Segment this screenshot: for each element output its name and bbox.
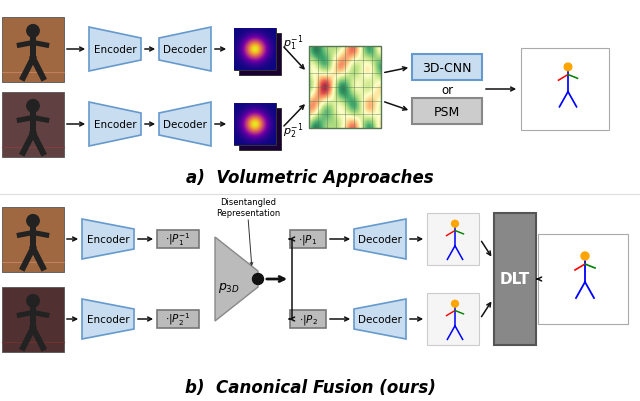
Text: Encoder: Encoder bbox=[93, 120, 136, 130]
Text: PSM: PSM bbox=[434, 105, 460, 118]
FancyBboxPatch shape bbox=[290, 231, 326, 248]
Circle shape bbox=[27, 295, 39, 307]
FancyBboxPatch shape bbox=[2, 18, 64, 82]
Text: 3D-CNN: 3D-CNN bbox=[422, 61, 472, 74]
Circle shape bbox=[27, 26, 39, 38]
FancyBboxPatch shape bbox=[157, 310, 199, 328]
Text: or: or bbox=[441, 83, 453, 96]
Circle shape bbox=[452, 301, 458, 307]
Text: Disentangled
Representation: Disentangled Representation bbox=[216, 198, 280, 217]
FancyBboxPatch shape bbox=[157, 231, 199, 248]
Text: Decoder: Decoder bbox=[163, 45, 207, 55]
Circle shape bbox=[27, 215, 39, 227]
FancyBboxPatch shape bbox=[239, 109, 281, 151]
FancyBboxPatch shape bbox=[234, 104, 276, 146]
Polygon shape bbox=[82, 299, 134, 339]
Circle shape bbox=[253, 274, 264, 285]
FancyBboxPatch shape bbox=[427, 213, 479, 265]
Text: $p_{3D}$: $p_{3D}$ bbox=[218, 280, 240, 294]
Text: b)  Canonical Fusion (ours): b) Canonical Fusion (ours) bbox=[184, 378, 435, 396]
FancyBboxPatch shape bbox=[2, 92, 64, 157]
Text: $p_1^{-1}$: $p_1^{-1}$ bbox=[283, 33, 303, 53]
FancyBboxPatch shape bbox=[234, 29, 276, 71]
Polygon shape bbox=[159, 103, 211, 147]
FancyBboxPatch shape bbox=[412, 55, 482, 81]
Polygon shape bbox=[354, 299, 406, 339]
Circle shape bbox=[564, 64, 572, 71]
Circle shape bbox=[452, 221, 458, 227]
Polygon shape bbox=[159, 28, 211, 72]
Text: $\cdot|P_2$: $\cdot|P_2$ bbox=[298, 312, 317, 326]
FancyBboxPatch shape bbox=[494, 213, 536, 345]
Text: a)  Volumetric Approaches: a) Volumetric Approaches bbox=[186, 168, 434, 186]
Text: $\cdot|P_2^{-1}$: $\cdot|P_2^{-1}$ bbox=[165, 311, 191, 328]
Text: Encoder: Encoder bbox=[86, 314, 129, 324]
Polygon shape bbox=[82, 219, 134, 259]
Circle shape bbox=[581, 252, 589, 260]
Text: Decoder: Decoder bbox=[358, 314, 402, 324]
Polygon shape bbox=[215, 237, 258, 321]
FancyBboxPatch shape bbox=[521, 49, 609, 131]
FancyBboxPatch shape bbox=[538, 235, 628, 324]
Text: Encoder: Encoder bbox=[93, 45, 136, 55]
Text: $\cdot|P_1^{-1}$: $\cdot|P_1^{-1}$ bbox=[165, 231, 191, 248]
Text: $p_2^{-1}$: $p_2^{-1}$ bbox=[283, 121, 303, 140]
FancyBboxPatch shape bbox=[290, 310, 326, 328]
FancyBboxPatch shape bbox=[2, 287, 64, 352]
Polygon shape bbox=[89, 103, 141, 147]
FancyBboxPatch shape bbox=[239, 34, 281, 76]
FancyBboxPatch shape bbox=[2, 207, 64, 272]
Text: Encoder: Encoder bbox=[86, 235, 129, 244]
Polygon shape bbox=[89, 28, 141, 72]
FancyBboxPatch shape bbox=[412, 99, 482, 125]
Text: Decoder: Decoder bbox=[358, 235, 402, 244]
Circle shape bbox=[27, 100, 39, 113]
Text: Decoder: Decoder bbox=[163, 120, 207, 130]
Text: DLT: DLT bbox=[500, 272, 530, 287]
FancyBboxPatch shape bbox=[427, 293, 479, 345]
Polygon shape bbox=[354, 219, 406, 259]
Text: $\cdot|P_1$: $\cdot|P_1$ bbox=[298, 233, 317, 246]
